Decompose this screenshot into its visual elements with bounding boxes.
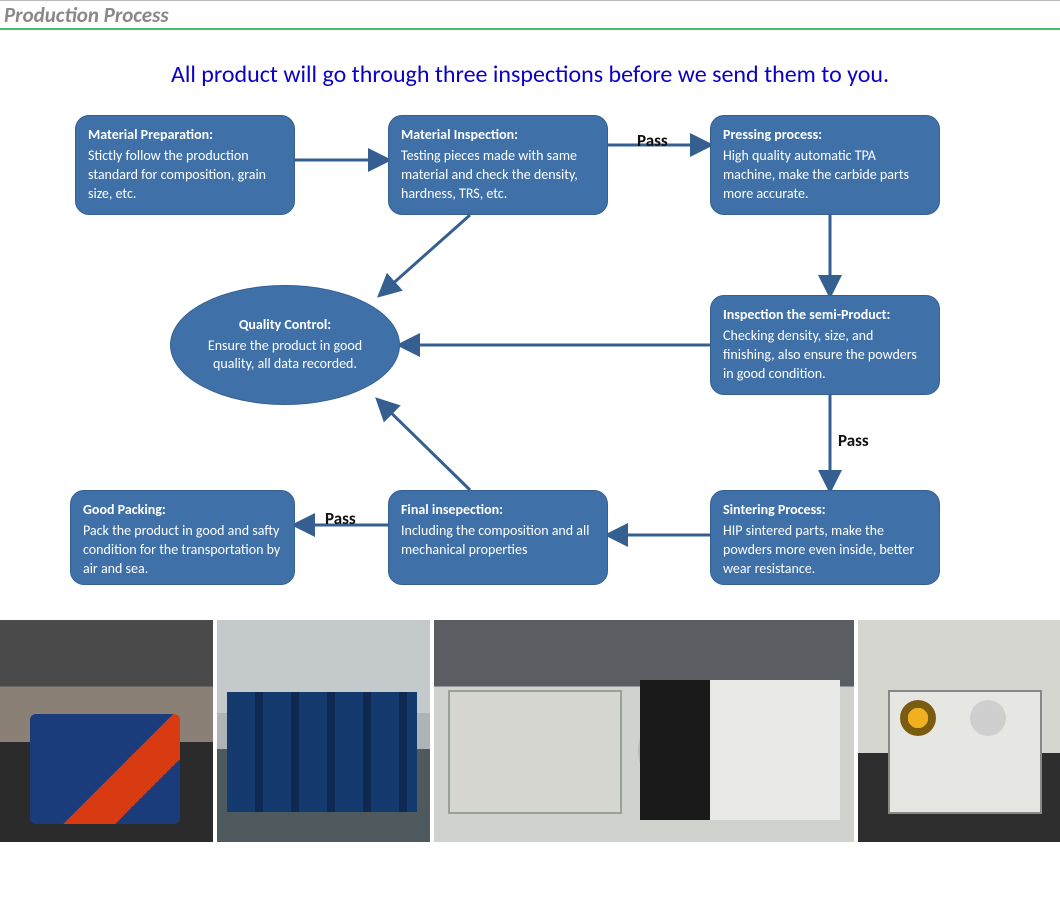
section-header: Production Process	[0, 0, 1060, 30]
node-body: HIP sintered parts, make the powders mor…	[723, 522, 914, 577]
node-sinter: Sintering Process: HIP sintered parts, ma…	[710, 490, 940, 585]
node-body: Checking density, size, and finishing, a…	[723, 327, 917, 382]
node-body: Testing pieces made with same material a…	[401, 147, 578, 202]
node-title: Sintering Process:	[723, 501, 927, 520]
node-title: Material Preparation:	[88, 126, 282, 145]
node-qc: Quality Control: Ensure the product in go…	[170, 285, 400, 405]
node-prep: Material Preparation: Stictly follow the …	[75, 115, 295, 215]
node-press: Pressing process: High quality automatic …	[710, 115, 940, 215]
section-title: Production Process	[4, 2, 169, 28]
node-semi: Inspection the semi-Product: Checking den…	[710, 295, 940, 395]
node-minsp: Material Inspection: Testing pieces made …	[388, 115, 608, 215]
sinter-furnace-photo	[434, 620, 854, 842]
node-pack: Good Packing: Pack the product in good an…	[70, 490, 295, 585]
edge-label-minsp-press: Pass	[637, 130, 668, 151]
edge-minsp-qc	[380, 215, 470, 295]
node-title: Inspection the semi-Product:	[723, 306, 927, 325]
node-body: Stictly follow the production standard f…	[88, 147, 266, 202]
edge-label-final-pack: Pass	[325, 508, 356, 529]
press-machine-photo	[0, 620, 213, 842]
node-title: Quality Control:	[239, 316, 331, 335]
node-body: High quality automatic TPA machine, make…	[723, 147, 909, 202]
inspection-lab-photo	[858, 620, 1060, 842]
node-title: Final insepection:	[401, 501, 595, 520]
flowchart-stage: Material Preparation: Stictly follow the …	[0, 100, 1060, 600]
photo-strip	[0, 620, 1060, 842]
subtitle: All product will go through three inspec…	[0, 60, 1060, 89]
node-body: Including the composition and all mechan…	[401, 522, 589, 558]
node-title: Material Inspection:	[401, 126, 595, 145]
node-body: Ensure the product in good quality, all …	[195, 337, 375, 375]
shop-floor-photo	[217, 620, 430, 842]
node-final: Final insepection: Including the composit…	[388, 490, 608, 585]
node-body: Pack the product in good and safty condi…	[83, 522, 280, 577]
edge-label-semi-sinter: Pass	[838, 430, 869, 451]
node-title: Good Packing:	[83, 501, 282, 520]
node-title: Pressing process:	[723, 126, 927, 145]
edge-final-qc	[378, 400, 470, 490]
